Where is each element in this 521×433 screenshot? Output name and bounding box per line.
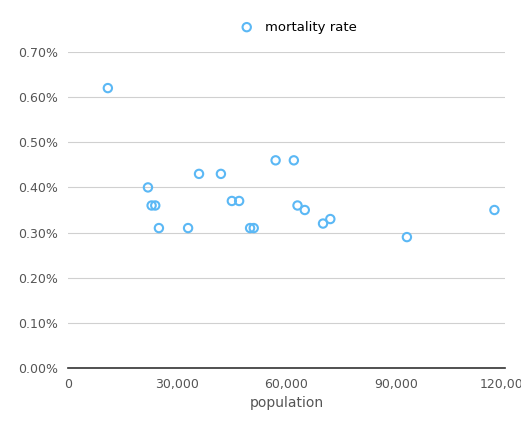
Legend: mortality rate: mortality rate xyxy=(233,21,357,34)
mortality rate xyxy=(104,84,112,91)
mortality rate xyxy=(217,171,225,178)
mortality rate xyxy=(250,225,258,232)
mortality rate xyxy=(490,207,499,213)
mortality rate xyxy=(301,207,309,213)
mortality rate xyxy=(195,171,203,178)
mortality rate xyxy=(235,197,243,204)
mortality rate xyxy=(326,216,334,223)
X-axis label: population: population xyxy=(250,396,324,410)
mortality rate xyxy=(246,225,254,232)
mortality rate xyxy=(144,184,152,191)
mortality rate xyxy=(184,225,192,232)
mortality rate xyxy=(147,202,156,209)
mortality rate xyxy=(271,157,280,164)
mortality rate xyxy=(228,197,236,204)
mortality rate xyxy=(151,202,159,209)
mortality rate xyxy=(155,225,163,232)
mortality rate xyxy=(293,202,302,209)
mortality rate xyxy=(290,157,298,164)
mortality rate xyxy=(319,220,327,227)
mortality rate xyxy=(403,234,411,241)
